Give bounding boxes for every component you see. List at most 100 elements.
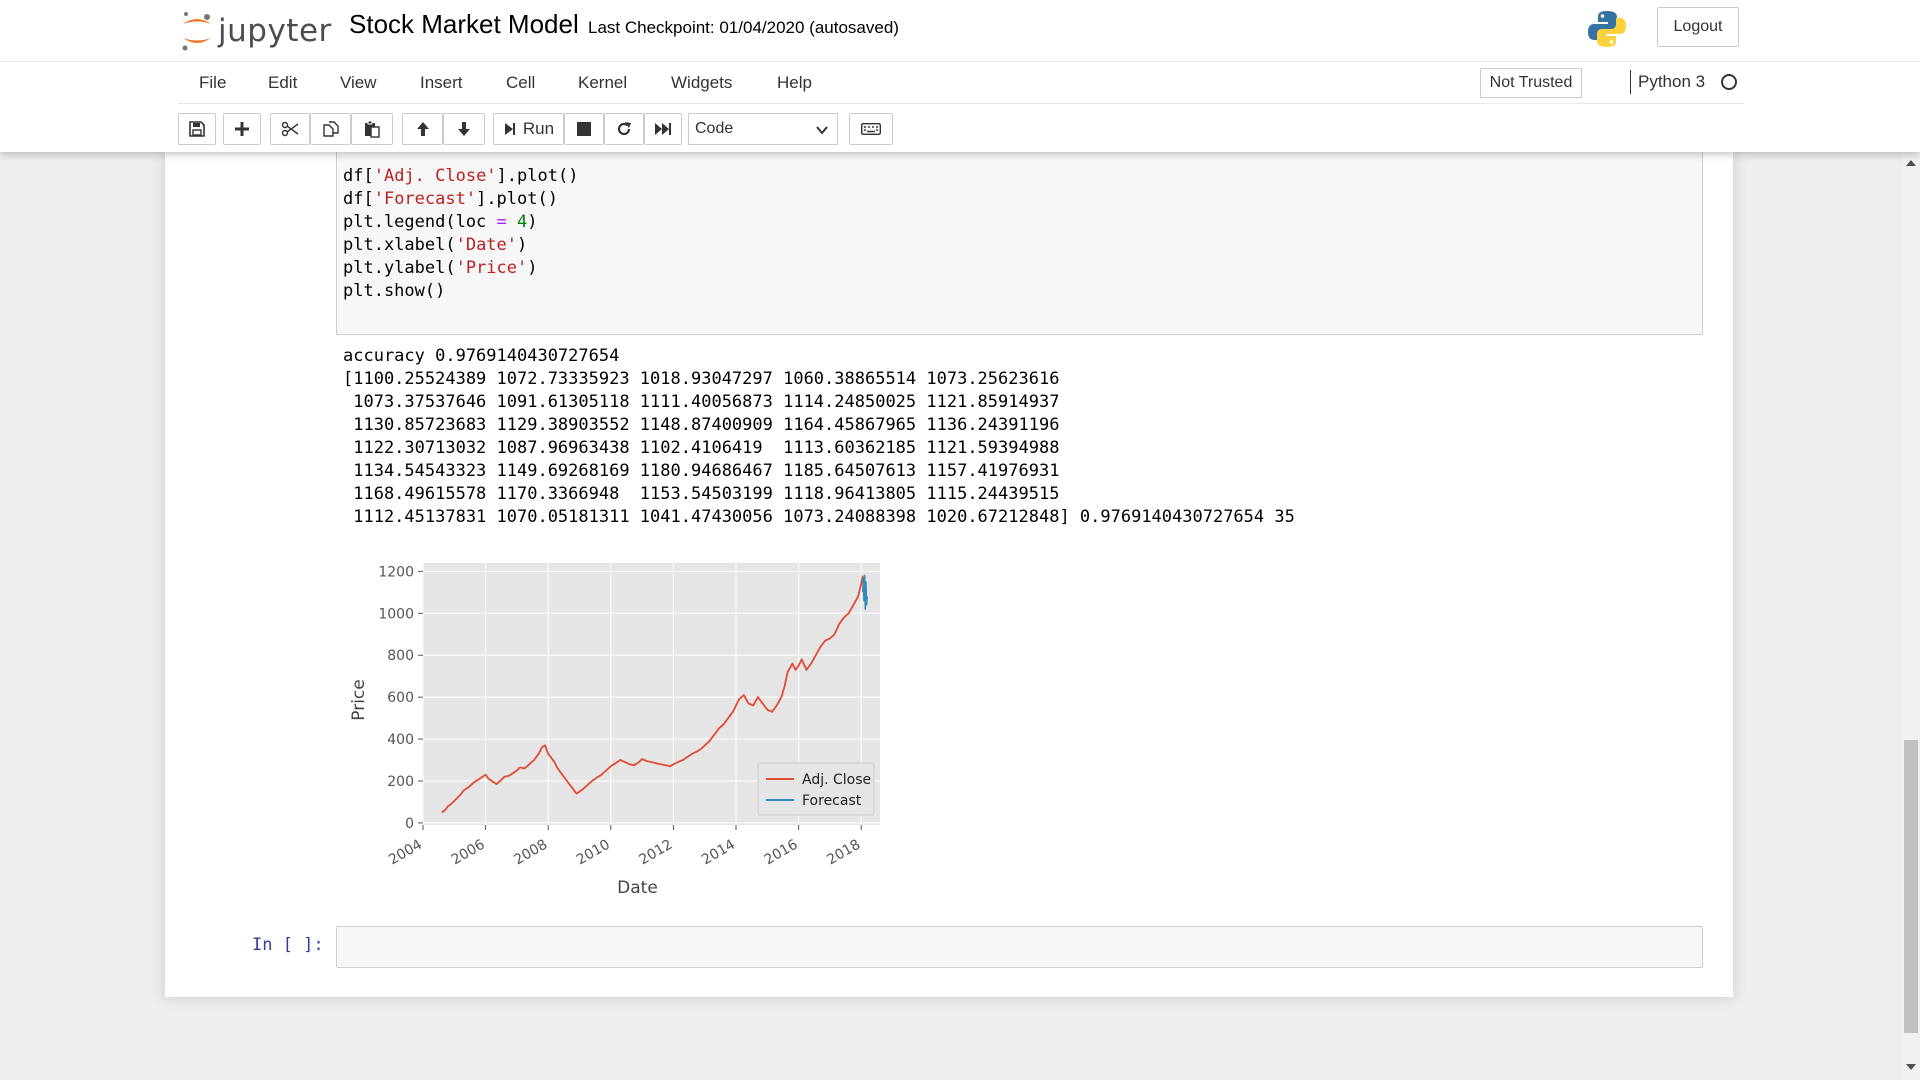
jupyter-logo-icon bbox=[182, 11, 211, 50]
code-line: plt.xlabel('Date') bbox=[343, 235, 528, 255]
menu-border bbox=[178, 103, 1744, 104]
not-trusted-button[interactable]: Not Trusted bbox=[1480, 68, 1582, 98]
plus-icon bbox=[235, 122, 249, 136]
move-up-button[interactable] bbox=[402, 113, 443, 145]
save-button[interactable] bbox=[178, 113, 216, 145]
notebook-title[interactable]: Stock Market Model bbox=[349, 9, 579, 39]
legend-label: Adj. Close bbox=[802, 772, 871, 788]
logout-button[interactable]: Logout bbox=[1657, 7, 1739, 47]
code-line: df['Forecast'].plot() bbox=[343, 189, 558, 209]
fast-forward-icon bbox=[655, 123, 671, 135]
x-tick-label: 2004 bbox=[386, 837, 425, 869]
code-line: plt.legend(loc = 4) bbox=[343, 212, 538, 232]
code-number: 4 bbox=[517, 212, 528, 232]
stop-icon bbox=[577, 122, 591, 136]
empty-code-cell[interactable] bbox=[336, 926, 1703, 968]
header: jupyter Stock Market Model Last Checkpoi… bbox=[0, 0, 1920, 152]
menu-widgets[interactable]: Widgets bbox=[671, 73, 733, 92]
output-line: 1134.54543323 1149.69268169 1180.9468646… bbox=[343, 461, 1060, 481]
jupyter-logo[interactable]: jupyter bbox=[180, 8, 332, 53]
chevron-down-icon bbox=[816, 126, 828, 135]
price-chart: 0 200 400 600 800 1000 1200 2004 2006 2008 2010 201… bbox=[349, 563, 880, 898]
restart-run-all-button[interactable] bbox=[644, 113, 682, 145]
cut-icon bbox=[281, 121, 299, 137]
legend-box bbox=[757, 762, 875, 816]
output-line: 1122.30713032 1087.96963438 1102.4106419… bbox=[343, 438, 1060, 458]
checkpoint-status: Last Checkpoint: 01/04/2020 (autosaved) bbox=[588, 18, 899, 37]
code-string: 'Forecast' bbox=[373, 189, 477, 209]
move-down-button[interactable] bbox=[443, 113, 485, 145]
arrow-up-icon bbox=[416, 122, 429, 136]
paste-button[interactable] bbox=[351, 113, 393, 145]
input-prompt: In [ ]: bbox=[252, 935, 324, 955]
output-line: 1112.45137831 1070.05181311 1041.4743005… bbox=[343, 507, 1295, 527]
arrow-down-icon bbox=[458, 122, 470, 136]
y-tick-label: 1000 bbox=[378, 606, 414, 622]
code-string: 'Price' bbox=[455, 258, 528, 278]
menu-insert[interactable]: Insert bbox=[420, 73, 463, 92]
menu-kernel[interactable]: Kernel bbox=[578, 73, 628, 92]
y-tick-label: 1200 bbox=[378, 564, 414, 580]
code-line: plt.ylabel('Price') bbox=[343, 258, 538, 278]
kernel-name[interactable]: Python 3 bbox=[1638, 72, 1706, 91]
cell-type-select[interactable]: Code bbox=[688, 113, 838, 145]
scroll-down-arrow-icon[interactable] bbox=[1905, 1062, 1917, 1072]
code-line: plt.show() bbox=[343, 281, 446, 301]
python-logo-icon bbox=[1588, 11, 1626, 47]
run-button[interactable]: Run bbox=[493, 113, 564, 145]
menu-edit[interactable]: Edit bbox=[268, 73, 298, 92]
code-line: df['Adj. Close'].plot() bbox=[343, 166, 579, 186]
kernel-idle-indicator-icon bbox=[1721, 74, 1737, 90]
run-icon bbox=[504, 123, 515, 135]
x-tick-label: 2006 bbox=[449, 837, 488, 869]
restart-icon bbox=[617, 122, 631, 136]
cell-type-value: Code bbox=[695, 120, 734, 137]
series-line-forecast bbox=[862, 574, 868, 610]
scroll-up-arrow-icon[interactable] bbox=[1905, 158, 1917, 168]
y-tick-label: 400 bbox=[387, 732, 414, 748]
header-separator bbox=[0, 61, 1920, 62]
cut-button[interactable] bbox=[270, 113, 310, 145]
code-operator: = bbox=[496, 212, 507, 232]
command-palette-button[interactable] bbox=[849, 113, 893, 145]
series-line-adj-close bbox=[441, 575, 864, 814]
x-tick-label: 2012 bbox=[637, 837, 676, 869]
kernel-separator bbox=[1630, 70, 1631, 94]
y-tick-label: 0 bbox=[405, 816, 414, 832]
copy-icon bbox=[322, 121, 339, 137]
code-string: 'Date' bbox=[455, 235, 518, 255]
x-tick-label: 2010 bbox=[574, 837, 613, 869]
y-tick-label: 800 bbox=[387, 648, 414, 664]
insert-cell-button[interactable] bbox=[223, 113, 261, 145]
x-axis-label: Date bbox=[617, 878, 658, 898]
x-tick-label: 2016 bbox=[762, 837, 801, 869]
menu-view[interactable]: View bbox=[340, 73, 377, 92]
y-axis-label: Price bbox=[349, 679, 369, 720]
code-cell-input[interactable] bbox=[336, 148, 1703, 335]
keyboard-icon bbox=[861, 123, 881, 135]
y-tick-label: 200 bbox=[387, 774, 414, 790]
paste-icon bbox=[365, 120, 380, 138]
y-tick-label: 600 bbox=[387, 690, 414, 706]
output-line: accuracy 0.9769140430727654 bbox=[343, 346, 620, 366]
output-line: 1130.85723683 1129.38903552 1148.8740090… bbox=[343, 415, 1060, 435]
x-tick-label: 2014 bbox=[699, 837, 738, 869]
restart-kernel-button[interactable] bbox=[604, 113, 644, 145]
scrollbar-thumb[interactable] bbox=[1904, 740, 1918, 1033]
x-tick-label: 2008 bbox=[511, 837, 550, 869]
code-string: 'Adj. Close' bbox=[373, 166, 497, 186]
output-line: 1073.37537646 1091.61305118 1111.4005687… bbox=[343, 392, 1060, 412]
save-icon bbox=[189, 121, 205, 137]
cell-output: accuracy 0.9769140430727654 [1100.255243… bbox=[343, 345, 1295, 529]
output-line: [1100.25524389 1072.73335923 1018.930472… bbox=[343, 369, 1060, 389]
interrupt-kernel-button[interactable] bbox=[564, 113, 604, 145]
menu-bar: File Edit View Insert Cell Kernel Widget… bbox=[178, 64, 1744, 102]
run-label: Run bbox=[522, 119, 555, 138]
menu-file[interactable]: File bbox=[199, 73, 227, 92]
code-editor[interactable]: df['Adj. Close'].plot() df['Forecast'].p… bbox=[343, 165, 578, 303]
x-tick-label: 2018 bbox=[824, 837, 863, 869]
jupyter-logo-text: jupyter bbox=[218, 12, 332, 49]
menu-help[interactable]: Help bbox=[777, 73, 812, 92]
copy-button[interactable] bbox=[310, 113, 351, 145]
menu-cell[interactable]: Cell bbox=[506, 73, 536, 92]
